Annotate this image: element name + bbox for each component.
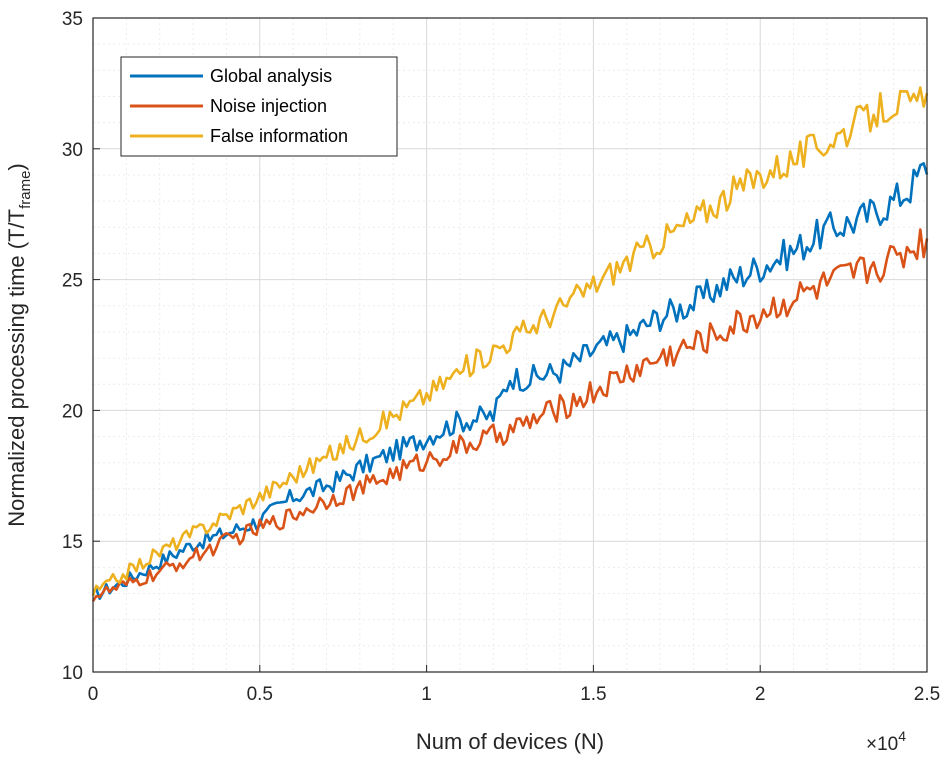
x-tick-label: 2.5 — [914, 684, 940, 705]
tick-labels: 0 0.5 1 1.5 2 2.5 10 15 20 25 30 35 — [62, 9, 940, 705]
x-tick-label: 0 — [88, 684, 99, 705]
legend-entry: False information — [210, 126, 348, 146]
y-tick-label: 15 — [62, 532, 83, 553]
y-axis-label-subscript: frame — [17, 171, 34, 209]
x-axis-label: Num of devices (N) — [416, 729, 604, 754]
y-tick-label: 35 — [62, 9, 83, 30]
series-line — [92, 162, 929, 601]
y-tick-label: 10 — [62, 663, 83, 684]
x-tick-label: 0.5 — [247, 684, 273, 705]
y-axis-label: Normalized processing time (T/Tframe) — [4, 163, 34, 527]
x-axis-multiplier: ×104 — [866, 728, 906, 755]
x-multiplier-exponent: 4 — [898, 728, 906, 744]
y-tick-label: 30 — [62, 140, 83, 161]
y-tick-label: 25 — [62, 271, 83, 292]
x-tick-label: 2 — [755, 684, 766, 705]
y-axis-label-close: ) — [4, 163, 29, 170]
series-line — [91, 228, 929, 602]
y-axis-label-main: Normalized processing time (T/T — [4, 209, 29, 527]
x-tick-label: 1 — [421, 684, 432, 705]
legend: Global analysis Noise injection False info… — [120, 56, 398, 157]
axes-box — [92, 17, 928, 673]
plot-lines — [91, 86, 929, 602]
series-line — [91, 86, 929, 597]
x-multiplier-base: ×10 — [866, 734, 898, 755]
x-tick-label: 1.5 — [580, 684, 606, 705]
legend-entry: Noise injection — [210, 96, 327, 116]
y-tick-label: 20 — [62, 401, 83, 422]
legend-entry: Global analysis — [210, 66, 332, 86]
